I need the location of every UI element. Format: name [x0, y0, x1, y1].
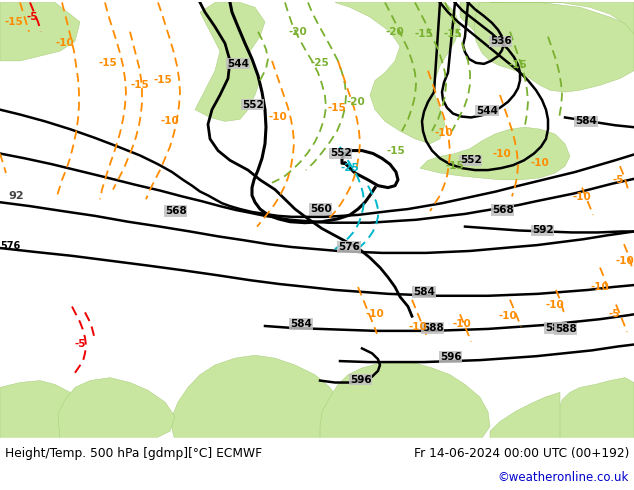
Text: Fr 14-06-2024 00:00 UTC (00+192): Fr 14-06-2024 00:00 UTC (00+192) — [413, 447, 629, 460]
Text: -10: -10 — [591, 282, 609, 292]
Text: -25: -25 — [311, 58, 330, 68]
Text: -10: -10 — [531, 158, 550, 168]
Text: 584: 584 — [575, 116, 597, 126]
Text: 576: 576 — [338, 242, 360, 252]
Text: -15: -15 — [446, 161, 464, 171]
Text: 568: 568 — [492, 205, 514, 215]
Text: 552: 552 — [330, 148, 352, 158]
Text: 92: 92 — [8, 191, 23, 201]
Text: 592: 592 — [532, 225, 553, 235]
Text: -25: -25 — [340, 163, 359, 173]
Polygon shape — [490, 392, 560, 441]
Polygon shape — [335, 2, 460, 144]
Text: 552: 552 — [242, 99, 264, 110]
Text: 576: 576 — [0, 241, 20, 251]
Text: -5: -5 — [74, 339, 86, 348]
Text: -10: -10 — [160, 116, 179, 126]
Text: 544: 544 — [476, 105, 498, 116]
Text: -10: -10 — [453, 319, 471, 329]
Text: -10: -10 — [616, 256, 634, 266]
Text: -10: -10 — [56, 38, 74, 49]
Polygon shape — [420, 127, 570, 180]
Text: -15: -15 — [387, 146, 405, 156]
Text: 588: 588 — [545, 323, 567, 333]
Polygon shape — [0, 2, 80, 61]
Text: 596: 596 — [350, 374, 372, 385]
Text: 596: 596 — [440, 352, 462, 362]
Polygon shape — [172, 355, 345, 441]
Polygon shape — [195, 2, 265, 122]
Text: -15: -15 — [508, 60, 527, 70]
Text: 544: 544 — [227, 59, 249, 69]
Text: 560: 560 — [310, 204, 332, 214]
Text: -5: -5 — [26, 12, 38, 22]
Text: -15: -15 — [153, 75, 172, 85]
Text: -5: -5 — [608, 309, 620, 319]
Text: 584: 584 — [413, 287, 435, 297]
Polygon shape — [460, 2, 530, 56]
Polygon shape — [474, 2, 634, 92]
Text: -10: -10 — [409, 322, 427, 332]
Text: -10: -10 — [435, 128, 453, 138]
Text: Height/Temp. 500 hPa [gdmp][°C] ECMWF: Height/Temp. 500 hPa [gdmp][°C] ECMWF — [5, 447, 262, 460]
Polygon shape — [0, 381, 85, 441]
Text: 536: 536 — [490, 36, 512, 47]
Text: 588: 588 — [422, 323, 444, 333]
Text: -15: -15 — [99, 58, 117, 68]
Text: -15: -15 — [4, 17, 23, 27]
Text: -15: -15 — [131, 80, 150, 90]
Text: -20: -20 — [288, 26, 307, 37]
Text: ©weatheronline.co.uk: ©weatheronline.co.uk — [498, 471, 629, 484]
Text: -10: -10 — [493, 148, 512, 158]
Text: -10: -10 — [366, 309, 384, 319]
Bar — [0, 438, 634, 485]
Text: -5: -5 — [612, 175, 624, 185]
Text: -20: -20 — [347, 97, 365, 107]
Text: -10: -10 — [269, 112, 287, 122]
Text: -20: -20 — [385, 26, 404, 37]
Text: -10: -10 — [573, 193, 592, 202]
Polygon shape — [490, 2, 634, 34]
Text: 552: 552 — [460, 155, 482, 165]
Text: -10: -10 — [546, 299, 564, 310]
Text: -15: -15 — [415, 28, 434, 39]
Text: -10: -10 — [498, 311, 517, 321]
Polygon shape — [58, 378, 175, 441]
Text: 568: 568 — [165, 206, 187, 216]
Text: -15: -15 — [328, 103, 346, 113]
Polygon shape — [558, 378, 634, 441]
Text: 584: 584 — [290, 319, 312, 329]
Text: -15: -15 — [444, 28, 462, 39]
Text: 588: 588 — [555, 324, 577, 334]
Polygon shape — [320, 361, 490, 441]
